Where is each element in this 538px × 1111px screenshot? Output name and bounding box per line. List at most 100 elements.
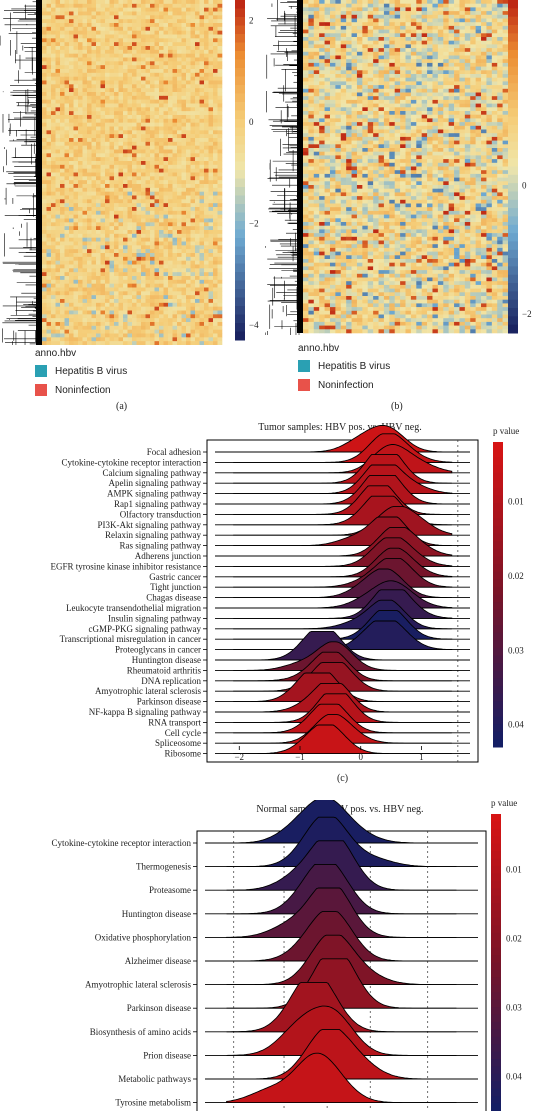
colorbar-b-svg: 0 −2 bbox=[508, 0, 532, 334]
panel-b-label: (b) bbox=[391, 401, 403, 412]
ridge-label: EGFR tyrosine kinase inhibitor resistanc… bbox=[51, 561, 201, 571]
legend-tick-label: 0.03 bbox=[508, 645, 524, 655]
legend-tick-label: 0.03 bbox=[506, 1002, 522, 1012]
ridge-label: Apelin signaling pathway bbox=[109, 478, 202, 488]
ridge-row: Ribosome bbox=[164, 724, 470, 759]
ridge-density bbox=[233, 662, 452, 692]
legend-b-label-non: Noninfection bbox=[318, 379, 374, 391]
legend-tick-label: 0.01 bbox=[506, 864, 522, 874]
legend-tick-label: 0.01 bbox=[508, 497, 524, 507]
ridge-label: RNA transport bbox=[148, 717, 201, 727]
ridge-label: Huntington disease bbox=[132, 655, 201, 665]
ridge-label: PI3K-Akt signaling pathway bbox=[98, 520, 202, 530]
legend-a-title: anno.hbv bbox=[35, 348, 77, 359]
colorbar-tick-label: −4 bbox=[249, 320, 259, 330]
ridge-row: Tyrosine metabolism bbox=[115, 1052, 478, 1108]
legend-b: anno.hbv Hepatitis B virus Noninfection bbox=[298, 343, 390, 391]
legend-tick-label: 0.04 bbox=[508, 720, 524, 730]
ridge-chart-d: Normal samples: HBV pos. vs. HBV neg.Cyt… bbox=[52, 800, 522, 1111]
ridge-label: NF-kappa B signaling pathway bbox=[89, 707, 202, 717]
plot-frame bbox=[206, 439, 479, 763]
heatmap-cells bbox=[42, 0, 223, 345]
ridge-label: AMPK signaling pathway bbox=[107, 489, 201, 499]
ridge-label: Thermogenesis bbox=[136, 862, 191, 872]
ridge-chart-c: Tumor samples: HBV pos. vs. HBV neg. Foca… bbox=[51, 422, 525, 784]
legend-b-swatch-non bbox=[298, 379, 310, 391]
ridge-label: Ribosome bbox=[164, 749, 201, 759]
heatmap-cells bbox=[303, 0, 509, 334]
colorbar-tick-label: 0 bbox=[522, 181, 527, 191]
ridge-label: Parkinson disease bbox=[137, 697, 201, 707]
legend-a-label-non: Noninfection bbox=[55, 384, 111, 396]
ridge-label: Rheumatoid arthritis bbox=[127, 665, 202, 675]
ridge-label: Cell cycle bbox=[165, 728, 201, 738]
ridge-density bbox=[225, 887, 457, 938]
ridge-label: Calcium signaling pathway bbox=[103, 468, 202, 478]
ridge-label: Biosynthesis of amino acids bbox=[90, 1027, 192, 1037]
ridge-label: Transcriptional misregulation in cancer bbox=[60, 634, 201, 644]
ridge-label: Spliceosome bbox=[155, 738, 201, 748]
heatmap-a bbox=[0, 0, 223, 345]
legend-tick-label: 0.04 bbox=[506, 1071, 522, 1081]
ridge-label: Olfactory transduction bbox=[120, 509, 202, 519]
row-dendrogram bbox=[265, 0, 303, 335]
ridge-label: Huntington disease bbox=[122, 909, 191, 919]
legend-title: p value bbox=[493, 426, 519, 436]
ridge-label: Proteoglycans in cancer bbox=[115, 645, 201, 655]
legend-b-title: anno.hbv bbox=[298, 343, 340, 354]
ridge-label: Oxidative phosphorylation bbox=[95, 932, 192, 942]
ridge-label: Cytokine-cytokine receptor interaction bbox=[62, 457, 202, 467]
ridge-label: cGMP-PKG signaling pathway bbox=[89, 624, 202, 634]
ridge-label: Cytokine-cytokine receptor interaction bbox=[52, 838, 192, 848]
ridge-density bbox=[233, 724, 452, 755]
panel-a-label: (a) bbox=[116, 401, 128, 412]
colorbar-tick-label: 0 bbox=[249, 117, 254, 127]
x-tick-label: 1 bbox=[419, 752, 424, 762]
ridge-density bbox=[226, 800, 457, 844]
legend-a: anno.hbv Hepatitis B virus Noninfection bbox=[35, 348, 127, 396]
heatmap-b bbox=[265, 0, 509, 335]
ridge-density bbox=[226, 981, 457, 1033]
chart-title: Tumor samples: HBV pos. vs. HBV neg. bbox=[258, 422, 421, 433]
legend-b-swatch-hbv bbox=[298, 360, 310, 372]
ridge-label: Gastric cancer bbox=[149, 572, 201, 582]
ridge-label: DNA replication bbox=[141, 676, 201, 686]
row-dendrogram bbox=[0, 0, 42, 345]
legend-b-label-hbv: Hepatitis B virus bbox=[318, 360, 391, 372]
ridge-density bbox=[226, 958, 457, 1009]
ridge-density bbox=[226, 1052, 457, 1104]
ridge-label: Adherens junction bbox=[135, 551, 202, 561]
legend-title: p value bbox=[491, 800, 517, 808]
colorbar-tick-label: −2 bbox=[249, 218, 259, 228]
ridge-label: Tight junction bbox=[150, 582, 201, 592]
legend-tick-label: 0.02 bbox=[506, 933, 522, 943]
ridge-density bbox=[226, 1029, 457, 1080]
legend-a-swatch-non bbox=[35, 384, 47, 396]
ridge-label: Insulin signaling pathway bbox=[108, 613, 201, 623]
ridge-label: Leukocyte transendothelial migration bbox=[66, 603, 201, 613]
ridge-label: Chagas disease bbox=[146, 593, 201, 603]
ridge-density bbox=[233, 714, 452, 744]
ridge-label: Ras signaling pathway bbox=[120, 541, 202, 551]
colorbar-tick-label: 2 bbox=[249, 15, 254, 25]
legend-tick-label: 0.02 bbox=[508, 571, 524, 581]
colorbar-tick-label: −2 bbox=[522, 309, 532, 319]
legend-a-swatch-hbv bbox=[35, 365, 47, 377]
ridge-label: Amyotrophic lateral sclerosis bbox=[95, 686, 201, 696]
ridge-label: Relaxin signaling pathway bbox=[105, 530, 201, 540]
ridge-label: Prion disease bbox=[143, 1050, 191, 1060]
ridge-label: Rap1 signaling pathway bbox=[114, 499, 201, 509]
ridge-label: Metabolic pathways bbox=[118, 1074, 191, 1084]
ridge-label: Amyotrophic lateral sclerosis bbox=[85, 980, 191, 990]
x-tick-label: −1 bbox=[295, 752, 305, 762]
ridge-density bbox=[226, 840, 457, 891]
ridge-label: Parkinson disease bbox=[127, 1003, 191, 1013]
legend-a-label-hbv: Hepatitis B virus bbox=[55, 365, 128, 377]
colorbar-a-svg: 2 0 −2 −4 bbox=[235, 0, 259, 341]
panel-label: (c) bbox=[337, 773, 348, 784]
ridge-label: Alzheimer disease bbox=[125, 956, 191, 966]
x-tick-label: −2 bbox=[234, 752, 244, 762]
x-tick-label: 0 bbox=[358, 752, 363, 762]
ridge-label: Focal adhesion bbox=[147, 447, 202, 457]
ridge-label: Proteasome bbox=[149, 885, 191, 895]
